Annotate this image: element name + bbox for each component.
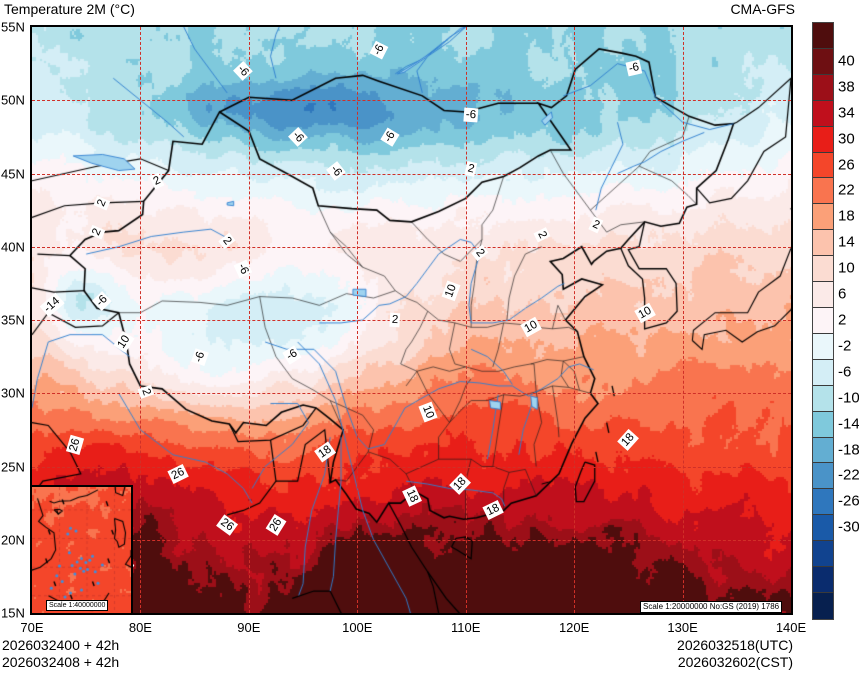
colorbar-band-10 xyxy=(813,282,833,308)
colorbar-band-22 xyxy=(813,592,833,619)
lon-tick-140E: 140E xyxy=(775,620,807,635)
colorbar-band-20 xyxy=(813,541,833,568)
contour-label-2: 2 xyxy=(389,312,401,328)
colorbar-band-14 xyxy=(813,385,833,412)
lat-tick-50N: 50N xyxy=(1,92,25,108)
colorbar-tick--6: -6 xyxy=(838,363,852,381)
colorbar-tick-14: 14 xyxy=(838,233,855,251)
init-time-cst: 2026032408 + 42h xyxy=(2,654,120,670)
lat-tick-15N: 15N xyxy=(1,605,25,621)
colorbar-band-1 xyxy=(813,48,833,75)
lon-tick-80E: 80E xyxy=(128,620,152,635)
map-panel[interactable]: -6 -6 -6 -6 -6 -6 -6 -6 -6 -6 -6 -14 2 2 2 2 2 2 2 2 2 2 10 10 1… xyxy=(30,25,793,615)
lat-tick-55N: 55N xyxy=(1,19,25,35)
colorbar-tick-38: 38 xyxy=(838,78,855,96)
colorbar-band-3 xyxy=(813,100,833,127)
page-title: Temperature 2M (°C) xyxy=(4,1,135,17)
init-time-utc: 2026032400 + 42h xyxy=(2,637,120,653)
temperature-colorbar[interactable] xyxy=(812,22,834,620)
lat-tick-20N: 20N xyxy=(1,532,25,548)
colorbar-tick-40: 40 xyxy=(838,52,855,70)
colorbar-tick--22: -22 xyxy=(838,466,859,484)
main-scale-label: Scale 1:20000000 No:GS (2019) 1786 xyxy=(640,601,783,613)
colorbar-tick-30: 30 xyxy=(838,130,855,148)
colorbar-band-19 xyxy=(813,515,833,542)
colorbar-band-12 xyxy=(813,333,833,360)
colorbar-band-2 xyxy=(813,74,833,101)
lon-tick-70E: 70E xyxy=(20,620,44,635)
colorbar-band-15 xyxy=(813,411,833,438)
colorbar-band-13 xyxy=(813,359,833,386)
valid-time-cst: 2026032602(CST) xyxy=(677,654,793,670)
graticule-parallel-35 xyxy=(32,320,791,321)
colorbar-tick--2: -2 xyxy=(838,337,852,355)
colorbar-tick-10: 10 xyxy=(838,259,855,277)
colorbar-band-17 xyxy=(813,463,833,490)
colorbar-tick--14: -14 xyxy=(838,415,859,433)
colorbar-band-5 xyxy=(813,152,833,179)
inset-scale-label: Scale 1:40000000 xyxy=(46,600,109,611)
colorbar-band-21 xyxy=(813,567,833,593)
lat-tick-45N: 45N xyxy=(1,166,25,181)
inset-field-canvas xyxy=(32,487,131,613)
colorbar-band-18 xyxy=(813,489,833,516)
lat-tick-30N: 30N xyxy=(1,385,25,401)
lon-tick-90E: 90E xyxy=(237,620,261,635)
colorbar-tick-34: 34 xyxy=(838,104,855,122)
graticule-parallel-40 xyxy=(32,246,791,248)
lon-tick-100E: 100E xyxy=(342,620,373,635)
graticule-parallel-50 xyxy=(32,100,791,102)
south-china-sea-inset[interactable]: Scale 1:40000000 xyxy=(30,485,133,615)
colorbar-tick--18: -18 xyxy=(838,441,859,459)
lat-tick-35N: 35N xyxy=(1,312,25,328)
valid-time-utc: 2026032518(UTC) xyxy=(677,637,793,653)
colorbar-tick-6: 6 xyxy=(838,285,847,303)
lon-tick-110E: 110E xyxy=(451,620,481,635)
colorbar-band-4 xyxy=(813,126,833,153)
colorbar-tick--10: -10 xyxy=(838,389,859,407)
colorbar-band-0 xyxy=(813,23,833,49)
colorbar-band-9 xyxy=(813,256,833,283)
lon-tick-130E: 130E xyxy=(667,620,698,635)
model-label: CMA-GFS xyxy=(730,1,795,17)
contour-label--6: -6 xyxy=(463,107,479,123)
graticule-parallel-25 xyxy=(32,466,791,468)
colorbar-band-7 xyxy=(813,204,833,231)
graticule-parallel-30 xyxy=(32,393,791,395)
graticule-parallel-45 xyxy=(32,173,791,175)
colorbar-band-6 xyxy=(813,178,833,205)
colorbar-band-8 xyxy=(813,230,833,257)
colorbar-tick-22: 22 xyxy=(838,181,855,199)
colorbar-tick-2: 2 xyxy=(838,311,847,329)
colorbar-band-16 xyxy=(813,437,833,464)
lat-tick-40N: 40N xyxy=(1,239,25,255)
colorbar-tick--30: -30 xyxy=(838,518,859,536)
colorbar-tick-26: 26 xyxy=(838,156,855,174)
lon-tick-120E: 120E xyxy=(558,620,590,635)
colorbar-tick--26: -26 xyxy=(838,492,859,510)
colorbar-band-11 xyxy=(813,307,833,334)
graticule-parallel-20 xyxy=(32,539,791,541)
lat-tick-25N: 25N xyxy=(1,459,25,474)
colorbar-tick-18: 18 xyxy=(838,207,855,225)
